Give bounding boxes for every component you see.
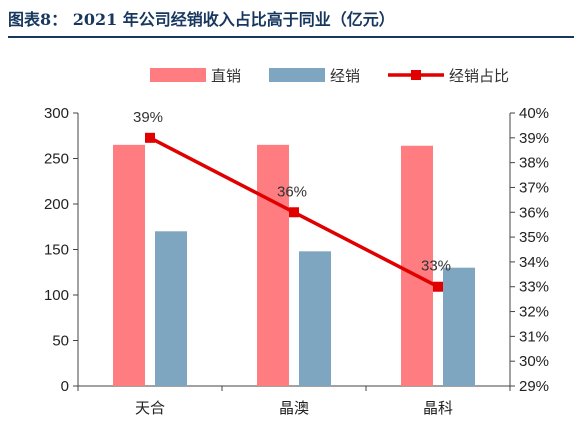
line-marker	[433, 281, 443, 292]
legend-label: 直销	[211, 67, 241, 85]
bar-直销	[113, 144, 145, 386]
left-axis-tick-label: 300	[44, 105, 69, 122]
left-axis-tick-label: 50	[52, 333, 69, 350]
right-axis-tick-label: 40%	[519, 105, 549, 122]
bar-经销	[299, 251, 331, 386]
right-axis-tick-label: 35%	[519, 229, 549, 246]
legend-label: 经销	[330, 67, 360, 85]
legend-marker	[411, 70, 421, 80]
category-label: 晶科	[423, 399, 453, 417]
left-axis-tick-label: 0	[61, 378, 69, 395]
category-label: 天合	[135, 399, 165, 417]
right-axis-tick-label: 33%	[519, 279, 549, 296]
chart-title: 图表8： 2021 年公司经销收入占比高于同业（亿元）	[8, 10, 395, 29]
left-axis-tick-label: 150	[44, 242, 69, 259]
title-divider	[8, 36, 574, 38]
data-label: 39%	[133, 109, 163, 126]
data-label: 33%	[421, 258, 451, 275]
right-axis-tick-label: 34%	[519, 254, 549, 271]
line-marker	[289, 207, 299, 218]
right-axis-tick-label: 31%	[519, 328, 549, 345]
bar-经销	[155, 231, 187, 386]
left-axis-tick-label: 100	[44, 287, 69, 304]
right-axis-tick-label: 30%	[519, 353, 549, 370]
legend-swatch-经销	[269, 68, 325, 82]
bar-直销	[401, 145, 433, 386]
right-axis-tick-label: 36%	[519, 204, 549, 221]
category-label: 晶澳	[279, 399, 309, 417]
right-axis-tick-label: 29%	[519, 378, 549, 395]
right-axis-tick-label: 39%	[519, 130, 549, 147]
legend-swatch-直销	[150, 68, 206, 82]
right-axis-tick-label: 32%	[519, 304, 549, 321]
bar-直销	[257, 144, 289, 386]
data-label: 36%	[277, 183, 307, 200]
right-axis-tick-label: 38%	[519, 155, 549, 172]
left-axis-tick-label: 250	[44, 151, 69, 168]
left-axis-tick-label: 200	[44, 196, 69, 213]
line-marker	[145, 132, 155, 143]
bar-经销	[443, 267, 475, 386]
legend-label: 经销占比	[449, 67, 509, 85]
right-axis-tick-label: 37%	[519, 179, 549, 196]
